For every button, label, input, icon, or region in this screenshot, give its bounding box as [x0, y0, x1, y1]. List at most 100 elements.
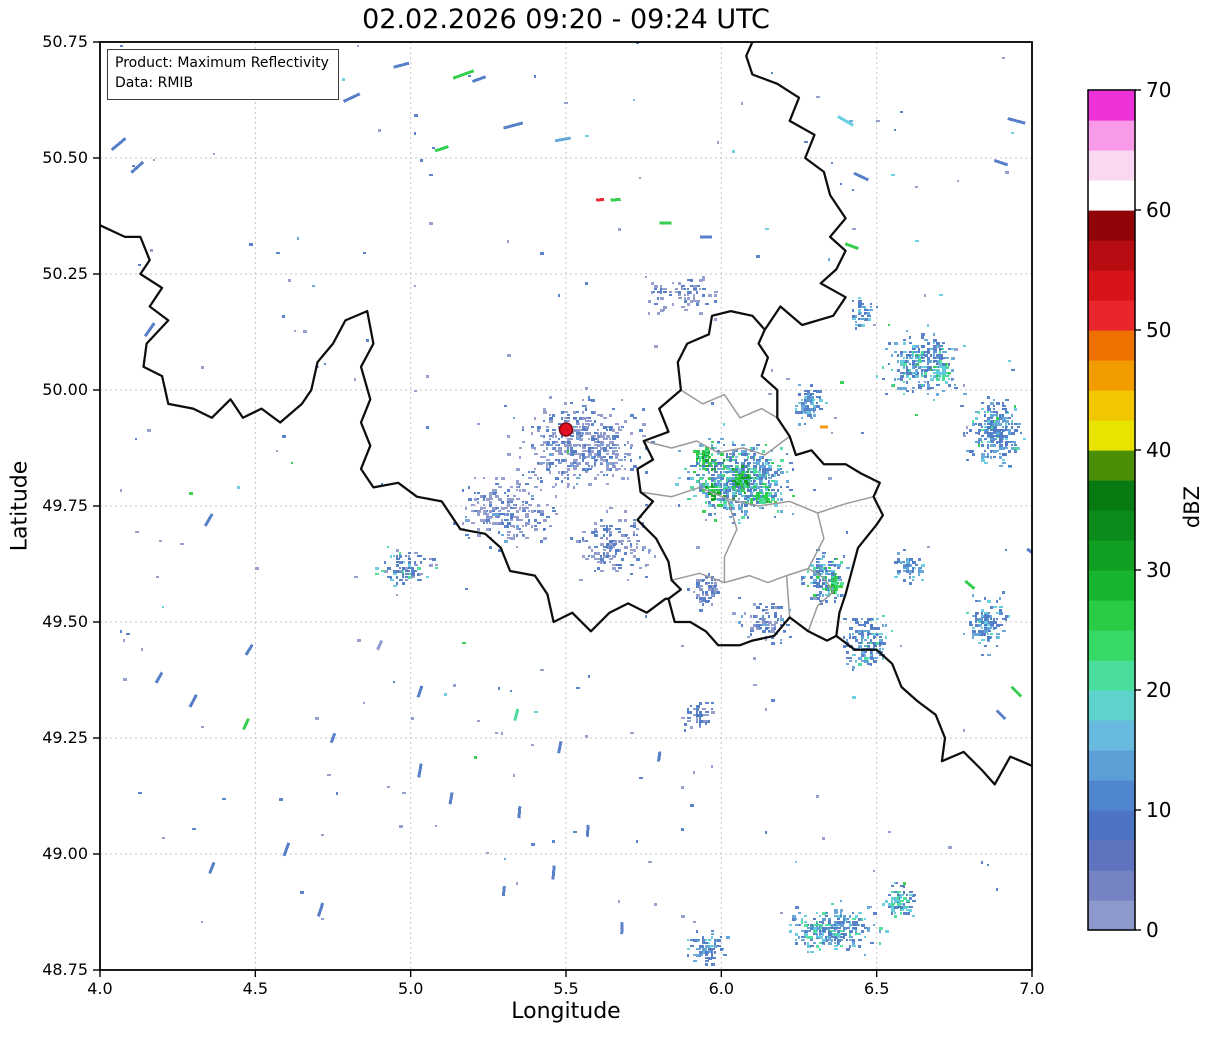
x-tick-label: 7.0	[1019, 979, 1044, 998]
x-tick-label: 5.0	[398, 979, 423, 998]
colorbar-label: dBZ	[1180, 485, 1204, 529]
echo-streak	[242, 718, 250, 731]
district-border	[643, 435, 791, 456]
echo-streak	[596, 197, 605, 202]
annotation-data-line: Data: RMIB	[115, 75, 194, 92]
district-border	[786, 567, 834, 632]
echo-streak	[434, 145, 449, 153]
echo-streak	[557, 741, 563, 754]
echo-streak	[1026, 547, 1032, 558]
colorbar-band	[1088, 330, 1135, 361]
district-border	[671, 572, 787, 584]
colorbar-band	[1088, 480, 1135, 511]
colorbar-tick-label: 20	[1146, 678, 1171, 702]
district-border-layer	[640, 389, 874, 632]
colorbar-band	[1088, 270, 1135, 301]
district-border	[723, 498, 738, 583]
echo-streak	[417, 763, 423, 778]
x-tick-label: 6.0	[709, 979, 734, 998]
colorbar-band	[1088, 900, 1135, 931]
echo-streak	[503, 121, 524, 130]
colorbar-band	[1088, 690, 1135, 721]
colorbar-band	[1088, 780, 1135, 811]
echo-streak	[208, 861, 216, 875]
colorbar-band	[1088, 450, 1135, 481]
echo-streak	[393, 61, 410, 69]
echo-streak	[610, 197, 621, 202]
y-tick-label: 48.75	[42, 960, 88, 979]
colorbar-band	[1088, 210, 1135, 241]
radar-site-dot	[558, 422, 574, 437]
axes-frame-and-ticks: 4.0 4.5 5.0 5.5 6.0 6.5 7.0 48.75 49.00 49.25 49.5…	[42, 32, 1045, 998]
echo-streak	[329, 732, 337, 744]
y-tick-label: 50.00	[42, 380, 88, 399]
echo-streak	[452, 69, 475, 80]
echo-streak	[819, 425, 828, 429]
colorbar-tick-label: 10	[1146, 798, 1171, 822]
echo-streak	[513, 708, 520, 721]
echo-streak	[620, 922, 624, 935]
echo-streak	[844, 242, 859, 250]
colorbar-band	[1088, 510, 1135, 541]
echo-streak	[416, 685, 424, 698]
colorbar-band	[1088, 90, 1135, 121]
y-tick-label: 49.75	[42, 496, 88, 515]
colorbar-band	[1088, 840, 1135, 871]
echo-streak	[110, 137, 127, 152]
country-border	[745, 42, 847, 331]
country-border	[100, 224, 669, 633]
echo-streak	[1010, 685, 1023, 698]
district-border	[785, 575, 791, 618]
echo-streak	[501, 885, 506, 897]
district-border	[640, 486, 874, 514]
echo-streak	[699, 235, 712, 239]
y-tick-label: 49.25	[42, 728, 88, 747]
echo-streak	[143, 322, 156, 338]
colorbar-band	[1088, 810, 1135, 841]
colorbar-tick-label: 60	[1146, 198, 1171, 222]
colorbar-band	[1088, 540, 1135, 571]
echo-streak	[659, 221, 672, 225]
radar-site-marker	[558, 422, 574, 437]
colorbar-band	[1088, 240, 1135, 271]
colorbar-band	[1088, 630, 1135, 661]
colorbar-band	[1088, 750, 1135, 781]
y-tick-label: 50.75	[42, 32, 88, 51]
colorbar-tick-label: 70	[1146, 78, 1171, 102]
colorbar-tick-label: 40	[1146, 438, 1171, 462]
y-tick-label: 50.25	[42, 264, 88, 283]
colorbar-band	[1088, 390, 1135, 421]
chart-title: 02.02.2026 09:20 - 09:24 UTC	[362, 4, 770, 35]
echo-streak	[316, 902, 325, 917]
colorbar-band	[1088, 720, 1135, 751]
echo-streak	[244, 643, 254, 656]
colorbar-band	[1088, 180, 1135, 211]
colorbar-tick-label: 0	[1146, 918, 1159, 942]
echo-streak	[448, 792, 454, 805]
colorbar: 0 10 20 30 40 50 60 70	[1087, 78, 1171, 942]
district-border	[680, 389, 778, 419]
echo-streak	[837, 115, 855, 127]
x-tick-label: 5.5	[553, 979, 578, 998]
colorbar-band	[1088, 150, 1135, 181]
colorbar-band	[1088, 570, 1135, 601]
echo-streak	[376, 640, 384, 651]
country-border	[636, 309, 885, 647]
y-tick-label: 49.50	[42, 612, 88, 631]
colorbar-band	[1088, 420, 1135, 451]
colorbar-outline	[1087, 89, 1136, 931]
echo-streak	[130, 160, 145, 174]
y-tick-label: 50.50	[42, 148, 88, 167]
echo-streak	[551, 865, 556, 880]
x-tick-label: 4.5	[243, 979, 268, 998]
echo-streak	[995, 709, 1007, 721]
colorbar-band	[1088, 120, 1135, 151]
echo-streak	[585, 824, 590, 837]
colorbar-tick-label: 50	[1146, 318, 1171, 342]
echo-streak	[188, 693, 198, 708]
echo-streak	[517, 806, 522, 819]
colorbar-band	[1088, 870, 1135, 901]
annotation-product-line: Product: Maximum Reflectivity	[115, 55, 329, 71]
